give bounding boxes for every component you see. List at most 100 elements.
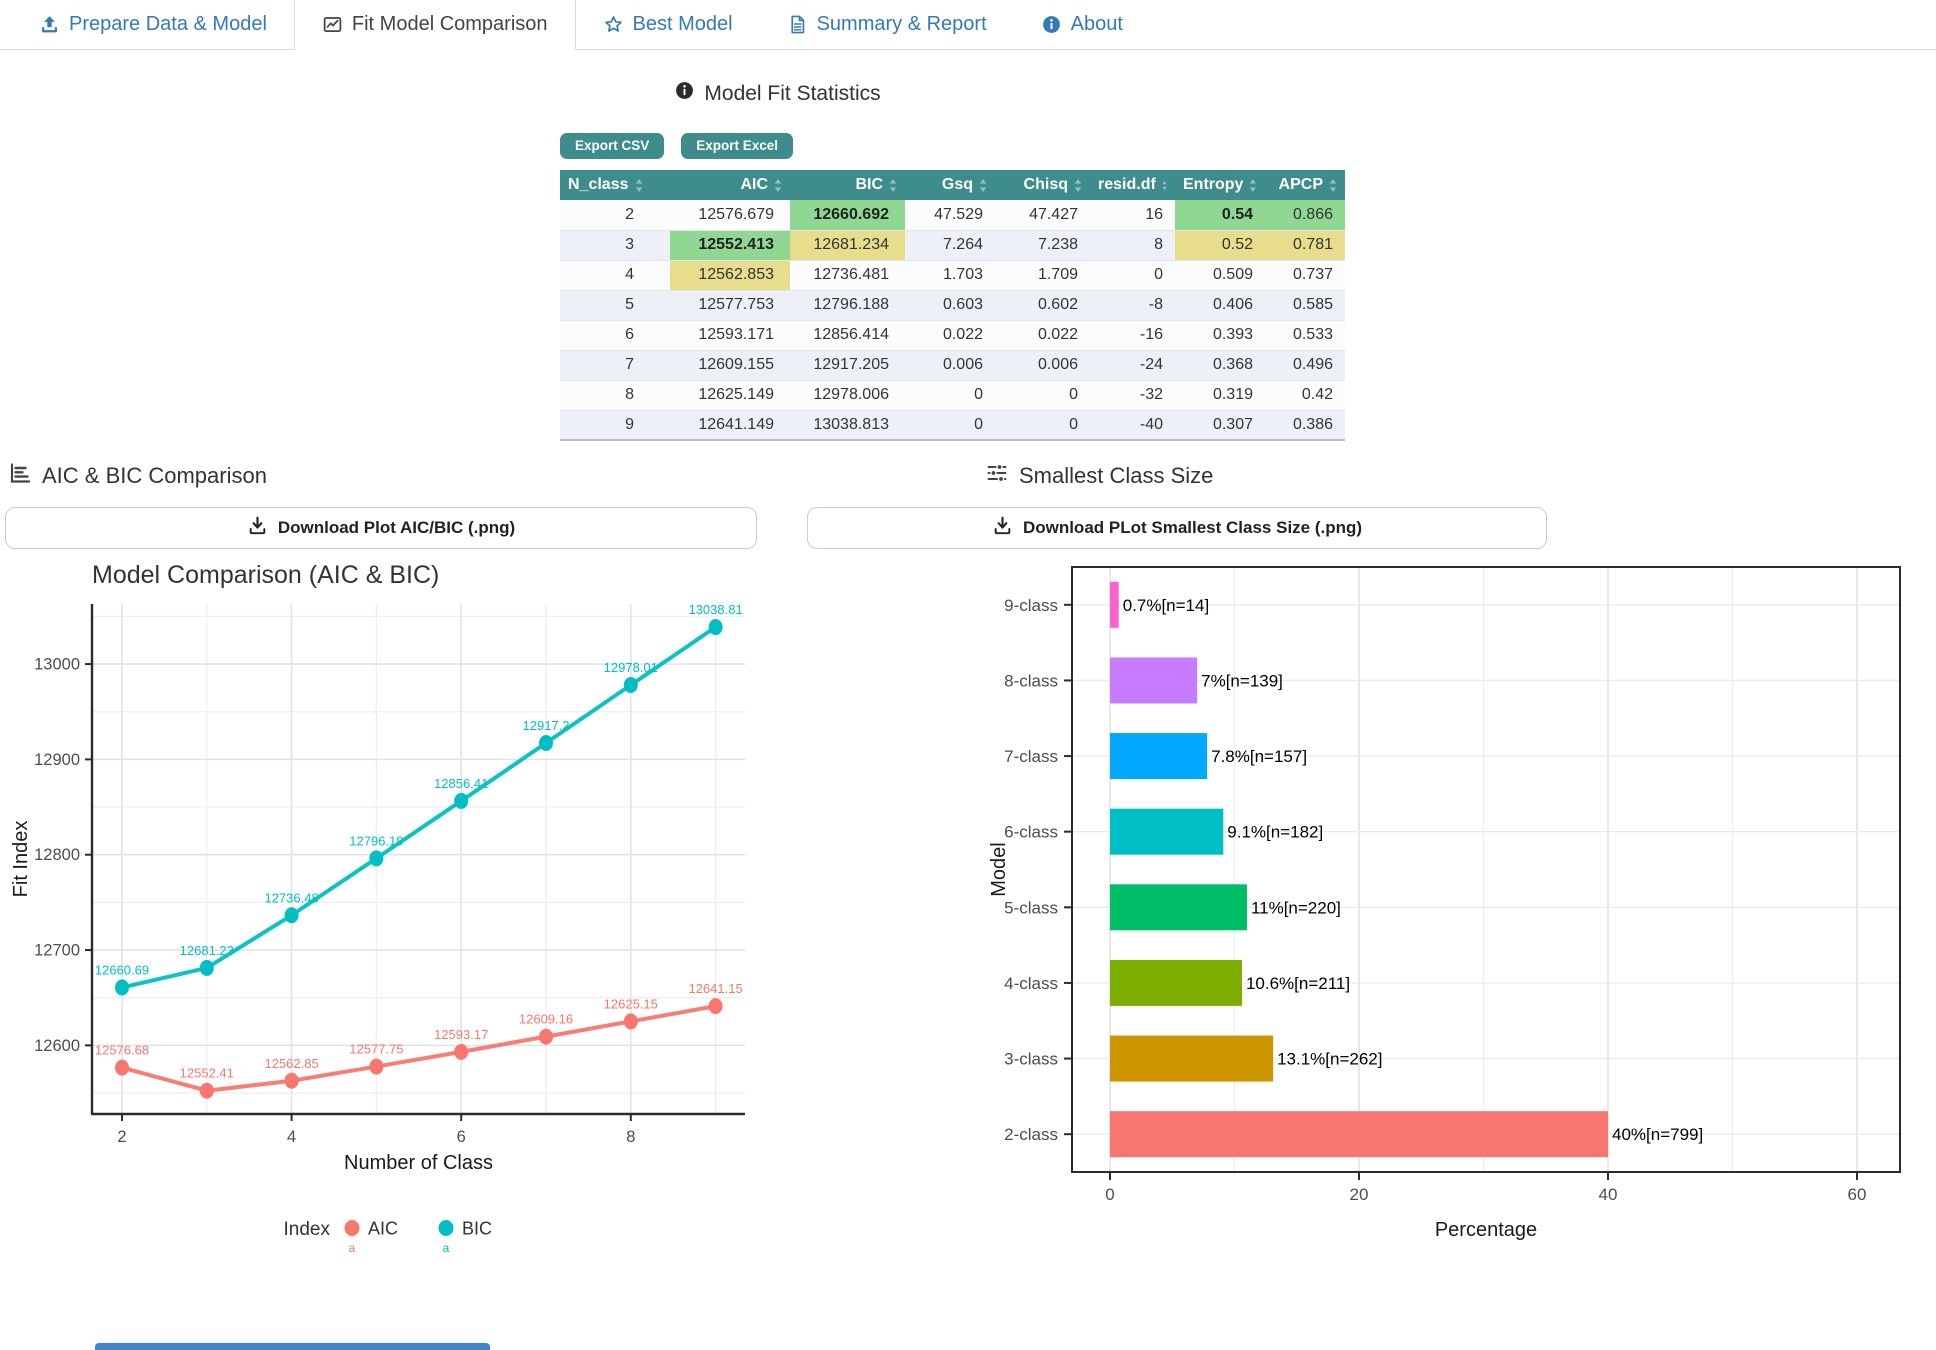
tab-prepare-data-model[interactable]: Prepare Data & Model: [12, 0, 294, 49]
chart-bars-icon: [10, 463, 31, 483]
svg-text:13038.81: 13038.81: [688, 602, 742, 617]
cell: 0.406: [1175, 290, 1265, 321]
export-excel-button[interactable]: Export Excel: [681, 133, 794, 159]
cell: 12562.853: [670, 260, 790, 291]
export-buttons: Export CSV Export Excel: [560, 133, 794, 159]
cell: 5: [560, 290, 670, 321]
bottom-action-button[interactable]: [95, 1343, 490, 1350]
svg-text:20: 20: [1350, 1185, 1369, 1204]
svg-text:2-class: 2-class: [1004, 1125, 1058, 1144]
table-row: 7 12609.155 12917.205 0.006 0.006 -24 0.368 0.4…: [560, 350, 1345, 381]
column-header-apcp[interactable]: APCP: [1265, 170, 1345, 200]
svg-text:AIC: AIC: [368, 1219, 398, 1239]
cell: 12796.188: [790, 290, 905, 321]
section-heading-label: AIC & BIC Comparison: [42, 463, 267, 488]
cell: 3: [560, 230, 670, 261]
cell: 0.319: [1175, 380, 1265, 411]
tab-bar: Prepare Data & Model Fit Model Compariso…: [0, 0, 1936, 50]
column-header-chisq[interactable]: Chisq: [995, 170, 1090, 200]
column-header-gsq[interactable]: Gsq: [905, 170, 995, 200]
svg-text:12800: 12800: [34, 846, 80, 864]
info-circle-icon: [676, 82, 694, 99]
download-aic-bic-plot-button[interactable]: Download Plot AIC/BIC (.png): [5, 507, 757, 549]
table-row: 4 12562.853 12736.481 1.703 1.709 0 0.509 0.737: [560, 260, 1345, 291]
sliders-icon: [985, 461, 1009, 491]
cell: 7: [560, 350, 670, 381]
download-smallest-class-plot-button[interactable]: Download PLot Smallest Class Size (.png): [807, 507, 1547, 549]
column-header-label: N_class: [568, 176, 629, 193]
sort-icon: [889, 178, 897, 192]
aic-bic-line-chart: 12600 12700 12800 12900 13000 2 4 6 8 12576.68 125…: [0, 552, 770, 1282]
cell: 0.496: [1265, 350, 1345, 381]
tab-best-model[interactable]: Best Model: [576, 0, 760, 49]
cell: 12978.006: [790, 380, 905, 411]
cell: -40: [1090, 410, 1175, 441]
table-row: 6 12593.171 12856.414 0.022 0.022 -16 0.393 0.5…: [560, 320, 1345, 351]
column-header-n-class[interactable]: N_class: [560, 170, 670, 200]
column-header-label: AIC: [740, 176, 768, 193]
smallest-class-bar-chart: 0.7%[n=14] 9-class 7%[n=139] 8-class 7.8%[n=…: [980, 552, 1936, 1272]
svg-text:12552.41: 12552.41: [180, 1066, 234, 1081]
cell: 0.022: [995, 320, 1090, 351]
chart-bars-icon: [8, 461, 32, 491]
svg-text:Number of Class: Number of Class: [344, 1152, 493, 1174]
cell: 16: [1090, 200, 1175, 231]
section-heading-smallest-class: Smallest Class Size: [985, 461, 1213, 491]
column-header-label: BIC: [855, 176, 883, 193]
cell: 2: [560, 200, 670, 231]
svg-text:5-class: 5-class: [1004, 898, 1058, 917]
svg-text:6: 6: [457, 1128, 466, 1146]
svg-text:12736.48: 12736.48: [264, 890, 318, 905]
cell: 8: [1090, 230, 1175, 261]
svg-text:12681.23: 12681.23: [180, 943, 234, 958]
svg-text:Index: Index: [284, 1219, 331, 1240]
svg-text:12577.75: 12577.75: [349, 1042, 403, 1057]
cell: -32: [1090, 380, 1175, 411]
cell: 12681.234: [790, 230, 905, 261]
svg-text:7.8%[n=157]: 7.8%[n=157]: [1211, 747, 1307, 766]
cell: -16: [1090, 320, 1175, 351]
svg-text:12562.85: 12562.85: [264, 1056, 318, 1071]
tab-about[interactable]: About: [1014, 0, 1150, 49]
svg-text:Fit Index: Fit Index: [10, 821, 32, 898]
svg-text:a: a: [349, 1241, 356, 1255]
tab-fit-model-comparison[interactable]: Fit Model Comparison: [293, 0, 576, 50]
table-header-row: N_class AIC BIC Gsq Chisq resid.df Entro…: [560, 170, 1345, 200]
cell: 7.238: [995, 230, 1090, 261]
sort-icon: [979, 178, 987, 192]
cell: 0.533: [1265, 320, 1345, 351]
tab-summary-report[interactable]: Summary & Report: [760, 0, 1014, 49]
file-lines-icon: [790, 15, 804, 34]
svg-text:12796.19: 12796.19: [349, 833, 403, 848]
column-header-entropy[interactable]: Entropy: [1175, 170, 1265, 200]
sort-icon: [1074, 178, 1082, 192]
column-header-aic[interactable]: AIC: [670, 170, 790, 200]
svg-text:0.7%[n=14]: 0.7%[n=14]: [1123, 596, 1210, 615]
section-heading-aic-bic: AIC & BIC Comparison: [8, 461, 267, 491]
export-csv-button[interactable]: Export CSV: [560, 133, 665, 159]
svg-text:12600: 12600: [34, 1037, 80, 1055]
cell: 0.866: [1265, 200, 1345, 231]
column-header-label: Entropy: [1183, 176, 1244, 193]
column-header-resid-df[interactable]: resid.df: [1090, 170, 1175, 200]
cell: 0: [905, 410, 995, 441]
download-button-label: Download Plot AIC/BIC (.png): [277, 518, 516, 537]
cell: 12609.155: [670, 350, 790, 381]
cell: 12593.171: [670, 320, 790, 351]
section-heading-label: Smallest Class Size: [1019, 463, 1214, 488]
svg-text:12641.15: 12641.15: [688, 981, 742, 996]
cell: 1.703: [905, 260, 995, 291]
sort-icon: [1250, 178, 1257, 192]
svg-text:12609.16: 12609.16: [519, 1012, 573, 1027]
cell: 0.737: [1265, 260, 1345, 291]
column-header-bic[interactable]: BIC: [790, 170, 905, 200]
model-fit-table: N_class AIC BIC Gsq Chisq resid.df Entro…: [560, 170, 1345, 441]
svg-text:4-class: 4-class: [1004, 974, 1058, 993]
download-icon: [994, 516, 1011, 535]
cell: 8: [560, 380, 670, 411]
cell: 0.781: [1265, 230, 1345, 261]
column-header-label: resid.df: [1098, 176, 1156, 193]
cell: 0.307: [1175, 410, 1265, 441]
cell: 0.393: [1175, 320, 1265, 351]
table-row: 3 12552.413 12681.234 7.264 7.238 8 0.52 0.781: [560, 230, 1345, 261]
